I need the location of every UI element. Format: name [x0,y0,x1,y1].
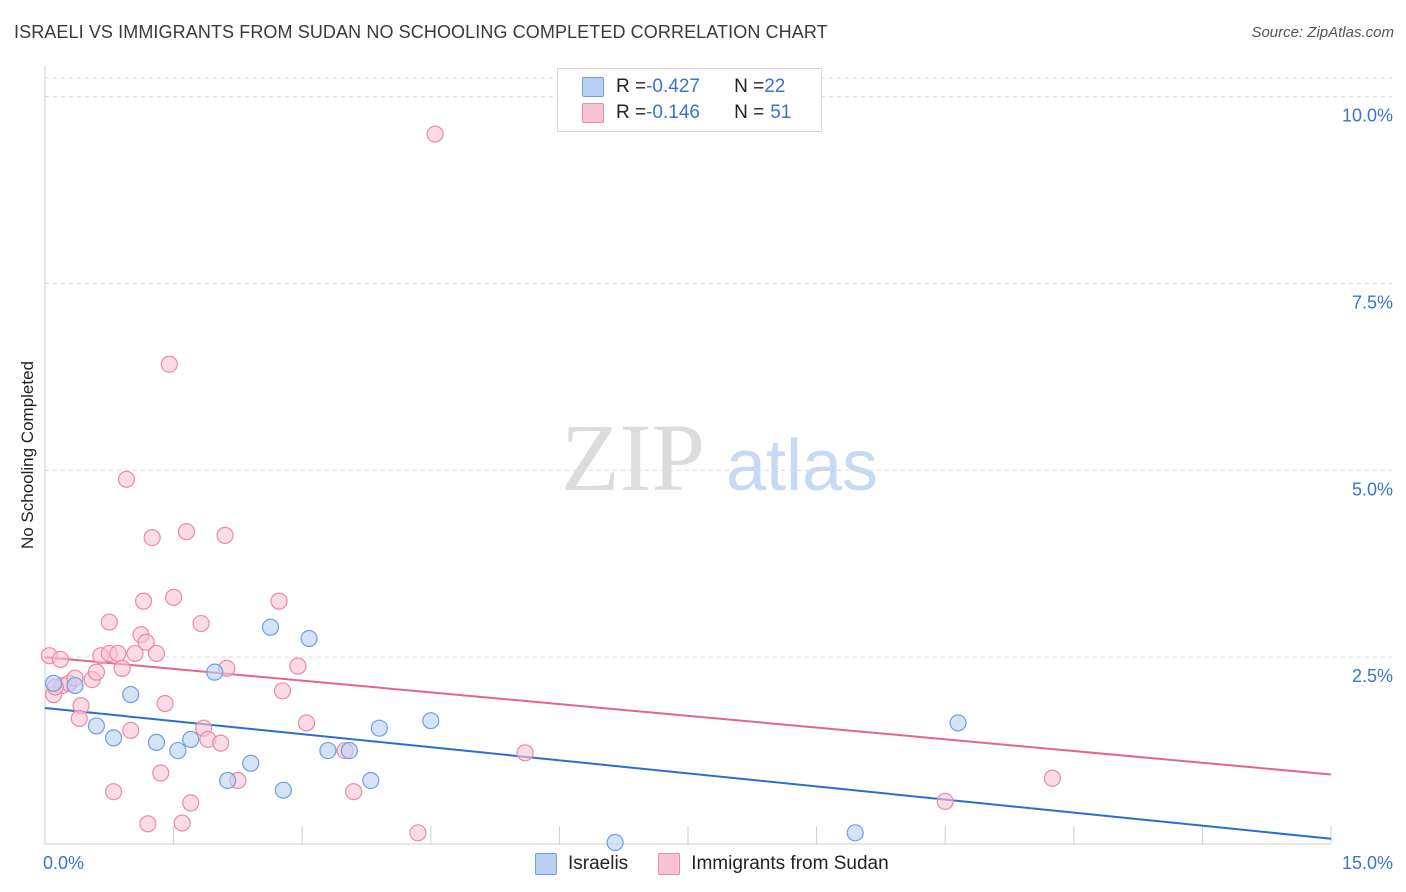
point-israelis [242,754,260,772]
legend-n-label: N = [734,76,765,97]
point-sudan [426,125,444,143]
legend-row-sudan: R = -0.146 N = 51 [582,101,791,125]
legend-r-label: R = [616,102,647,123]
watermark: ZIP atlas [561,404,878,511]
point-sudan [165,588,183,606]
point-israelis [340,741,358,760]
point-israelis [949,714,967,732]
point-israelis [300,629,318,648]
point-sudan [113,659,131,677]
point-sudan [273,682,292,700]
point-sudan [104,783,123,801]
point-sudan [173,814,191,832]
data-points [40,125,1061,852]
point-sudan [516,744,534,762]
legend-item-israelis[interactable]: Israelis [535,853,628,875]
legend-row-israelis: R = -0.427 N = 22 [582,75,785,99]
point-israelis [66,676,84,695]
point-israelis [422,712,440,730]
point-israelis [122,685,140,704]
watermark-atlas: atlas [726,426,878,506]
legend-r-value: -0.146 [646,102,700,123]
point-sudan [152,764,170,782]
point-israelis [261,618,280,636]
stats-legend: R = -0.427 N = 22 R = -0.146 N = 51 [557,68,822,132]
point-sudan [70,709,88,728]
point-israelis [362,771,380,790]
point-israelis [182,730,200,748]
point-sudan [182,794,200,812]
point-sudan [134,592,153,610]
legend-n-label: N = [734,102,765,123]
point-sudan [143,528,161,547]
series-legend: Israelis Immigrants from Sudan [535,851,919,877]
y-tick-labels: 2.5% 5.0% 7.5% 10.0% [1342,106,1393,686]
point-israelis [169,741,187,760]
point-israelis [319,741,337,760]
point-sudan [100,613,118,631]
point-sudan [177,523,196,541]
y-tick-label: 5.0% [1352,479,1393,499]
legend-n-value: 51 [770,102,792,123]
point-israelis [219,771,237,790]
legend-r-value: -0.427 [646,76,700,97]
legend-label-israelis: Israelis [568,853,629,874]
legend-item-sudan[interactable]: Immigrants from Sudan [658,853,889,875]
point-israelis [44,674,63,692]
point-sudan [192,614,210,633]
watermark-zip: ZIP [561,404,705,511]
point-israelis [606,833,624,852]
point-sudan [87,663,106,681]
trend-line-israelis [44,706,1332,840]
point-sudan [122,721,140,740]
point-sudan [936,792,954,811]
legend-swatch-israelis [535,853,557,875]
y-tick-label: 2.5% [1352,666,1393,686]
point-sudan [212,734,230,752]
grid-lines [45,77,1392,658]
point-sudan [297,714,316,732]
point-sudan [345,783,363,801]
point-israelis [104,729,123,747]
point-sudan [156,694,174,713]
point-sudan [137,633,155,651]
legend-label-sudan: Immigrants from Sudan [691,853,889,874]
y-tick-label: 10.0% [1342,106,1393,126]
point-sudan [289,657,307,675]
point-sudan [216,526,234,544]
point-israelis [87,717,106,735]
x-tick-label: 15.0% [1342,853,1393,873]
x-axis-ticks [44,826,1332,844]
point-sudan [126,644,144,663]
point-sudan [160,355,178,373]
point-sudan [409,824,427,842]
point-israelis [147,733,166,751]
legend-n-value: 22 [764,76,786,97]
trend-lines [44,656,1332,840]
point-sudan [270,592,288,610]
x-tick-label: 0.0% [43,853,84,873]
legend-swatch-blue [582,77,604,97]
legend-swatch-pink [582,103,604,123]
point-sudan [109,644,127,663]
x-tick-labels: 0.0% 15.0% [43,853,1393,873]
legend-r-label: R = [616,76,647,97]
chart-title: ISRAELI VS IMMIGRANTS FROM SUDAN NO SCHO… [14,22,828,42]
point-israelis [274,781,292,799]
point-sudan [117,470,136,488]
legend-swatch-sudan [658,853,681,875]
point-sudan [147,644,166,663]
y-tick-label: 7.5% [1352,293,1393,313]
point-sudan [1043,769,1061,787]
point-israelis [846,824,864,842]
trend-line-sudan [44,656,1332,776]
source-label: Source: ZipAtlas.com [1251,24,1394,41]
point-sudan [51,650,70,669]
point-israelis [206,663,224,681]
point-sudan [139,815,157,833]
point-israelis [370,719,388,737]
